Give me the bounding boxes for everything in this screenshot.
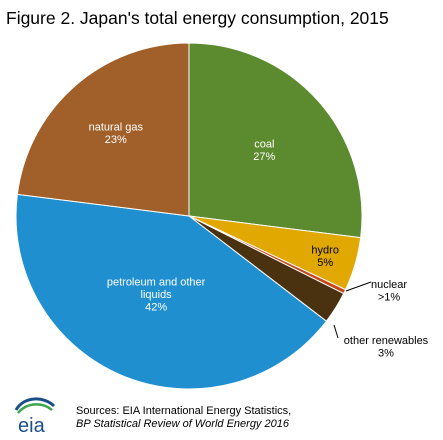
slice-value-other-renewables: 3% — [378, 347, 394, 359]
slice-value-natural-gas: 23% — [105, 134, 127, 146]
slice-name-hydro: hydro — [311, 244, 339, 256]
pie-slice-natural-gas — [16, 42, 190, 217]
slice-name-other-renewables: other renewables — [344, 335, 429, 347]
leader-line-nuclear — [345, 281, 372, 292]
slice-name-petroleum-line-2: liquids — [141, 289, 173, 301]
source-line-1: Sources: EIA International Energy Statis… — [76, 405, 292, 417]
chart-title: Figure 2. Japan's total energy consumpti… — [6, 8, 389, 28]
slice-value-hydro: 5% — [317, 257, 333, 269]
slice-name-nuclear: nuclear — [371, 279, 407, 291]
source-line-2: BP Statistical Review of World Energy 20… — [76, 418, 289, 430]
logo-text: eia — [18, 415, 46, 436]
slice-name-petroleum-line-1: petroleum and other — [107, 277, 206, 289]
eia-logo: eia — [14, 397, 56, 436]
slice-value-coal: 27% — [253, 151, 275, 163]
pie-slice-petroleum — [15, 193, 328, 390]
slice-value-nuclear: >1% — [378, 291, 401, 303]
leader-line-other-renewables — [333, 324, 339, 339]
slice-name-coal: coal — [254, 138, 274, 150]
source-note: Sources: EIA International Energy Statis… — [76, 405, 291, 431]
logo-arc-green — [17, 403, 53, 414]
slice-name-natural-gas: natural gas — [89, 122, 144, 134]
pie-slice-coal — [188, 42, 363, 239]
slice-value-petroleum: 42% — [145, 302, 167, 314]
logo-arc-blue — [14, 397, 56, 411]
